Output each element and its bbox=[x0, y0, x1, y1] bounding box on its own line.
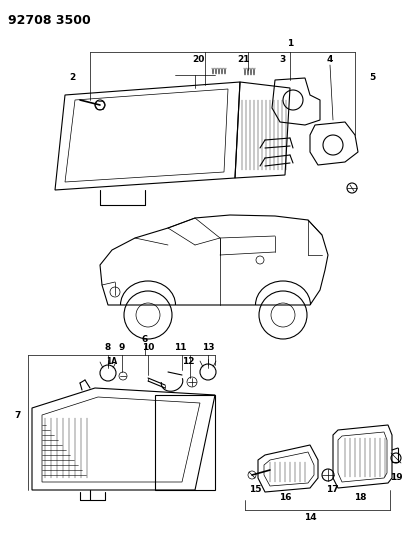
Text: 16: 16 bbox=[279, 494, 291, 503]
Text: 18: 18 bbox=[354, 492, 366, 502]
Text: 10: 10 bbox=[142, 343, 154, 352]
Text: 6: 6 bbox=[142, 335, 148, 344]
Text: 4: 4 bbox=[327, 55, 333, 64]
Text: 13: 13 bbox=[202, 343, 214, 352]
Text: 20: 20 bbox=[192, 55, 204, 64]
Text: 8: 8 bbox=[105, 343, 111, 352]
Text: 1: 1 bbox=[287, 39, 293, 49]
Text: 5: 5 bbox=[369, 74, 375, 83]
Text: 2: 2 bbox=[69, 74, 75, 83]
Text: 92708 3500: 92708 3500 bbox=[8, 14, 91, 27]
Text: 21: 21 bbox=[237, 55, 249, 64]
Text: 19: 19 bbox=[390, 473, 402, 482]
Text: 17: 17 bbox=[326, 486, 338, 495]
Text: 7: 7 bbox=[15, 410, 21, 419]
Text: 3: 3 bbox=[279, 55, 285, 64]
Text: 11: 11 bbox=[174, 343, 186, 352]
Text: 12: 12 bbox=[182, 358, 194, 367]
Text: 14: 14 bbox=[304, 513, 316, 522]
Text: 9: 9 bbox=[119, 343, 125, 352]
Text: 15: 15 bbox=[249, 486, 261, 495]
Text: 1A: 1A bbox=[106, 358, 118, 367]
